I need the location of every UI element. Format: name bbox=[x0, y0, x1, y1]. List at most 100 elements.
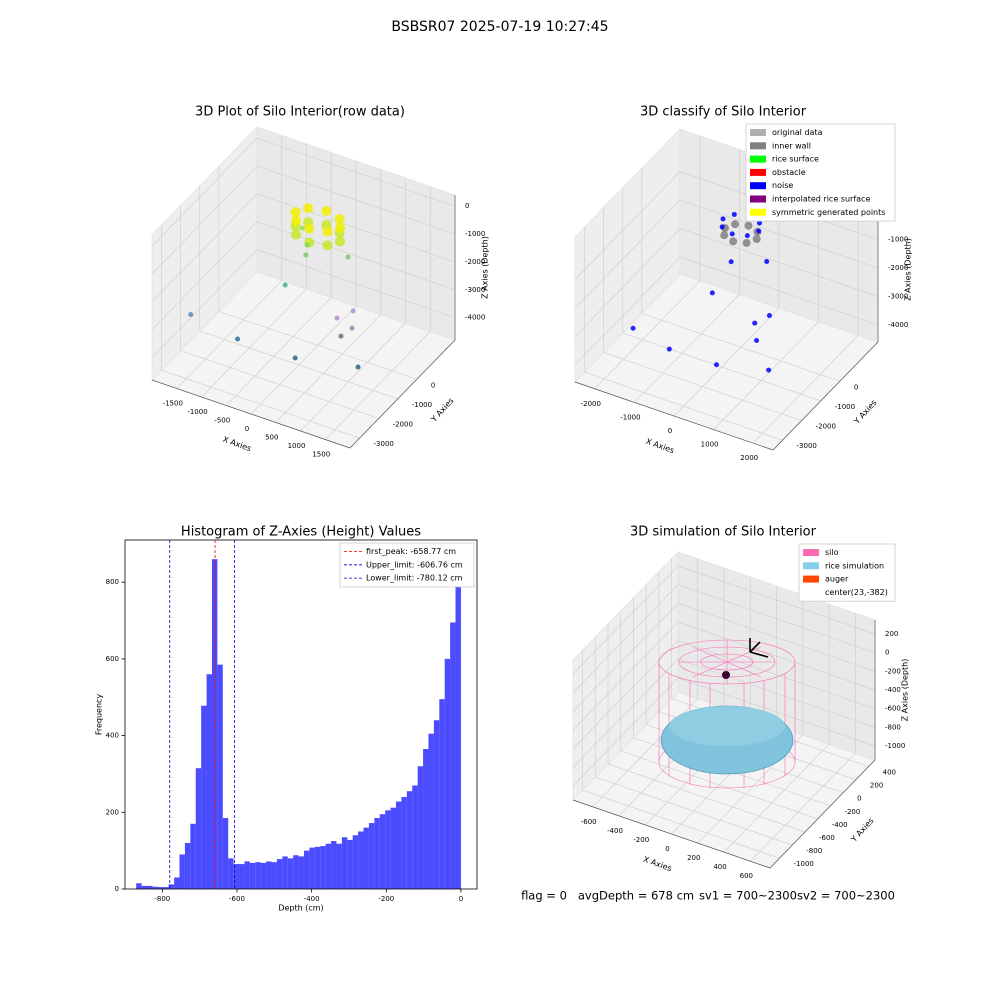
histogram-bar bbox=[293, 855, 299, 889]
y-tick-label: -2000 bbox=[393, 421, 413, 429]
x-axis-label: Depth (cm) bbox=[278, 904, 323, 913]
silo-model bbox=[658, 638, 796, 789]
histogram-bar bbox=[390, 807, 396, 889]
y-tick-label: -800 bbox=[806, 847, 822, 855]
grid-line bbox=[572, 677, 679, 787]
x-tick-label: 200 bbox=[687, 854, 700, 862]
grid-line bbox=[256, 137, 456, 207]
data-point bbox=[744, 221, 753, 230]
data-point bbox=[714, 362, 720, 368]
legend-box bbox=[339, 542, 475, 588]
histogram-bar bbox=[249, 862, 256, 889]
z-tick-label: -4000 bbox=[888, 321, 908, 329]
x-tick-label: -600 bbox=[581, 818, 597, 826]
status-flag: flag = 0 bbox=[521, 889, 567, 903]
z-tick-label: -1000 bbox=[465, 230, 485, 238]
grid-line bbox=[677, 677, 876, 747]
histogram-bar bbox=[363, 827, 369, 889]
data-point bbox=[756, 220, 762, 226]
legend-label: center(23,-382) bbox=[825, 588, 888, 597]
histogram-bar bbox=[309, 847, 315, 889]
data-point bbox=[720, 231, 729, 240]
legend-swatch bbox=[750, 155, 766, 163]
data-point bbox=[766, 367, 772, 373]
x-tick-label: 600 bbox=[740, 872, 753, 880]
legend-label: symmetric generated points bbox=[772, 208, 885, 217]
histogram-bar bbox=[255, 862, 261, 889]
data-point bbox=[299, 225, 305, 231]
legend-label: rice surface bbox=[772, 155, 819, 164]
x-tick-label: 500 bbox=[265, 434, 278, 442]
grid-line bbox=[256, 221, 456, 291]
data-point bbox=[729, 237, 738, 246]
legend-label: interpolated rice surface bbox=[772, 195, 870, 204]
x-tick-label: -200 bbox=[633, 836, 649, 844]
histogram-bar bbox=[174, 877, 180, 889]
histogram-bar bbox=[455, 559, 461, 889]
grid-line bbox=[620, 750, 818, 820]
histogram-bar bbox=[147, 885, 153, 889]
x-tick-label: -500 bbox=[214, 417, 230, 425]
legend-swatch bbox=[750, 208, 766, 216]
z-tick-label: 0 bbox=[885, 649, 889, 657]
grid-line bbox=[225, 297, 332, 406]
z-tick-label: -3000 bbox=[465, 286, 485, 294]
x-axis-line bbox=[151, 379, 351, 449]
data-point bbox=[321, 205, 332, 216]
histogram-bar bbox=[195, 768, 202, 889]
legend-label: original data bbox=[772, 128, 823, 137]
data-point bbox=[235, 336, 241, 342]
grid-line bbox=[679, 228, 879, 297]
histogram-bar bbox=[406, 791, 413, 889]
auger-arrow bbox=[749, 638, 769, 658]
grid-line bbox=[677, 565, 876, 635]
histogram-bar bbox=[287, 858, 294, 889]
z-tick-label: -3000 bbox=[888, 293, 908, 301]
grid-line bbox=[584, 371, 783, 441]
data-point bbox=[744, 233, 750, 239]
legend-label: Lower_limit: -780.12 cm bbox=[366, 574, 463, 583]
z-tick-label: 0 bbox=[465, 202, 469, 210]
subplot-title: 3D simulation of Silo Interior bbox=[630, 525, 817, 540]
legend-label: first_peak: -658.77 cm bbox=[366, 547, 456, 556]
z-tick-label: -1000 bbox=[888, 236, 908, 244]
y-tick-label: -1000 bbox=[412, 401, 432, 409]
grid-line bbox=[180, 350, 379, 419]
histogram-bar bbox=[152, 886, 158, 889]
grid-line bbox=[300, 322, 406, 432]
histogram-bar bbox=[341, 837, 348, 889]
histogram-bar bbox=[303, 850, 310, 889]
y-axis-label: Frequency bbox=[95, 694, 104, 736]
grid-line bbox=[574, 228, 681, 337]
x-tick-label: 0 bbox=[245, 425, 249, 433]
histogram-bar bbox=[211, 559, 218, 889]
histogram-bar bbox=[206, 674, 212, 889]
subplot-title: 3D Plot of Silo Interior(row data) bbox=[195, 105, 405, 120]
grid-line bbox=[256, 193, 456, 263]
grid-line bbox=[199, 330, 398, 400]
grid-line bbox=[574, 199, 681, 309]
data-point bbox=[338, 333, 344, 339]
x-axis-line bbox=[572, 799, 771, 869]
grid-line bbox=[677, 603, 876, 672]
grid-line bbox=[151, 137, 258, 247]
data-point bbox=[731, 211, 737, 217]
y-tick-label: 0 bbox=[857, 795, 861, 803]
data-point bbox=[335, 236, 346, 247]
histogram-bar bbox=[157, 887, 164, 889]
histogram-bar bbox=[444, 658, 451, 889]
histogram-bar bbox=[239, 864, 245, 889]
figure-title: BSBSR07 2025-07-19 10:27:45 bbox=[391, 19, 608, 35]
histogram-bar bbox=[417, 766, 424, 889]
data-point bbox=[290, 207, 301, 218]
grid-line bbox=[634, 294, 740, 403]
histogram-bar bbox=[266, 861, 272, 889]
grid-line bbox=[622, 332, 821, 402]
y-tick-label: -3000 bbox=[797, 442, 817, 450]
legend-swatch bbox=[803, 549, 819, 556]
y-tick-label: -600 bbox=[819, 834, 835, 842]
data-point bbox=[709, 290, 715, 296]
grid-line bbox=[582, 789, 780, 859]
grid-line bbox=[677, 640, 876, 709]
x-tick-label: 2000 bbox=[740, 454, 758, 462]
